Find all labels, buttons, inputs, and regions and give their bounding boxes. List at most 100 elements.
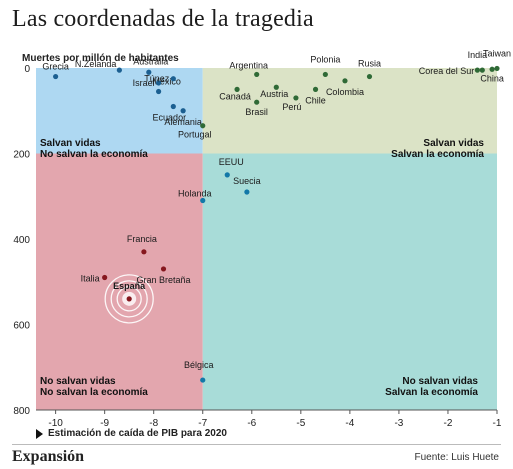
- quadrant-label-top_right: Salvan la economía: [391, 149, 484, 160]
- data-point: [141, 249, 147, 255]
- quadrant-bottom-left: [36, 153, 203, 410]
- point-label: N.Zelanda: [75, 59, 117, 69]
- quadrants-layer: [36, 68, 497, 410]
- y-ticks-layer: 0 200 400 600 800: [13, 64, 30, 417]
- quadrant-label-bottom_right: Salvan la economía: [385, 387, 478, 398]
- quadrant-label-top_left: No salvan la economía: [40, 149, 148, 160]
- point-label: Argentina: [229, 60, 268, 70]
- y-tick-label: 400: [13, 235, 30, 246]
- x-tick-label: -8: [149, 418, 158, 429]
- x-ticks-layer: -10 -9 -8 -7 -6 -5 -4 -3 -2 -1: [48, 410, 502, 429]
- x-tick-label: -6: [247, 418, 256, 429]
- source-note: Fuente: Luis Huete: [414, 452, 500, 463]
- data-point: [126, 296, 132, 302]
- brand-logo: Expansión: [12, 448, 85, 465]
- data-point: [170, 103, 176, 110]
- data-point: [293, 95, 299, 101]
- data-point: [234, 86, 240, 92]
- y-tick-label: 600: [13, 321, 30, 332]
- quadrant-bottom-right: [202, 153, 497, 410]
- point-label: Polonia: [310, 54, 340, 64]
- data-point: [116, 67, 122, 73]
- x-tick-label: -9: [100, 418, 109, 429]
- data-point: [200, 377, 206, 383]
- quadrant-top-left: [36, 68, 203, 154]
- highlight-ring: [110, 280, 148, 318]
- point-label: Colombia: [326, 87, 364, 97]
- point-label: China: [480, 73, 504, 83]
- data-point: [224, 172, 230, 178]
- data-point: [312, 86, 319, 92]
- point-label: Ecuador: [153, 112, 187, 122]
- point-label: Taiwan: [483, 48, 511, 58]
- data-point: [254, 99, 260, 105]
- x-tick-label: -2: [444, 418, 453, 429]
- y-tick-label: 200: [13, 150, 30, 161]
- point-label: Israel: [133, 78, 155, 88]
- data-point: [160, 266, 167, 272]
- quadrant-label-bottom_left: No salvan la economía: [40, 387, 148, 398]
- point-label: Francia: [127, 234, 157, 244]
- y-tick-label: 0: [24, 64, 30, 75]
- point-label: Rusia: [358, 59, 381, 69]
- y-tick-label: 800: [13, 406, 30, 417]
- x-tick-label: -10: [48, 418, 63, 429]
- x-tick-label: -4: [345, 418, 354, 429]
- point-label: Portugal: [178, 130, 212, 140]
- point-label: Alemania: [164, 117, 202, 127]
- data-point: [146, 69, 152, 75]
- point-label: Canadá: [219, 91, 251, 101]
- highlight-ring: [116, 286, 142, 312]
- point-label: España: [113, 281, 146, 291]
- data-point: [200, 197, 206, 204]
- data-point: [366, 73, 373, 80]
- highlight-ring: [104, 274, 154, 324]
- x-tick-label: -5: [296, 418, 305, 429]
- footer-divider: [12, 444, 501, 445]
- point-label: Australia: [133, 56, 168, 66]
- data-point: [156, 88, 162, 95]
- quadrant-label-bottom_left: No salvan vidas: [40, 376, 116, 387]
- point-label: Bélgica: [184, 360, 214, 370]
- point-label: México: [152, 77, 181, 87]
- data-point: [474, 67, 480, 73]
- x-axis-label: Estimación de caída de PIB para 2020: [48, 428, 227, 439]
- quadrant-label-top_right: Salvan vidas: [423, 138, 484, 149]
- data-point: [102, 274, 108, 281]
- point-label: Corea del Sur: [419, 66, 475, 76]
- point-label: Túnez: [144, 74, 170, 84]
- data-point: [273, 84, 279, 90]
- quadrant-top-right: [202, 68, 497, 154]
- x-tick-label: -1: [493, 418, 502, 429]
- data-point: [322, 71, 328, 78]
- data-point: [180, 108, 186, 114]
- point-label: Grecia: [42, 62, 69, 72]
- point-label: Italia: [81, 273, 100, 283]
- point-label: Perú: [282, 102, 301, 112]
- x-tick-label: -3: [394, 418, 403, 429]
- data-point: [244, 189, 250, 195]
- data-point: [53, 73, 59, 80]
- chart-title: Las coordenadas de la tragedia: [12, 6, 314, 32]
- y-axis-label: Muertes por millón de habitantes: [22, 53, 179, 64]
- x-tick-label: -7: [198, 418, 207, 429]
- point-label: EEUU: [219, 157, 244, 167]
- data-point: [200, 123, 206, 129]
- data-point: [254, 71, 260, 78]
- data-point: [479, 67, 485, 73]
- point-label: Chile: [305, 95, 326, 105]
- point-label: India: [468, 50, 488, 60]
- point-label: Gran Bretaña: [136, 275, 190, 285]
- quadrant-label-top_left: Salvan vidas: [40, 138, 101, 149]
- quadrant-label-bottom_right: No salvan vidas: [402, 376, 478, 387]
- data-point: [489, 66, 495, 72]
- point-label: Brasil: [245, 107, 268, 117]
- point-label: Holanda: [178, 189, 212, 199]
- data-point: [170, 76, 176, 82]
- point-label: Austria: [260, 89, 288, 99]
- point-label: Suecia: [233, 176, 261, 186]
- play-arrow-icon: [36, 429, 43, 439]
- data-point: [494, 65, 500, 72]
